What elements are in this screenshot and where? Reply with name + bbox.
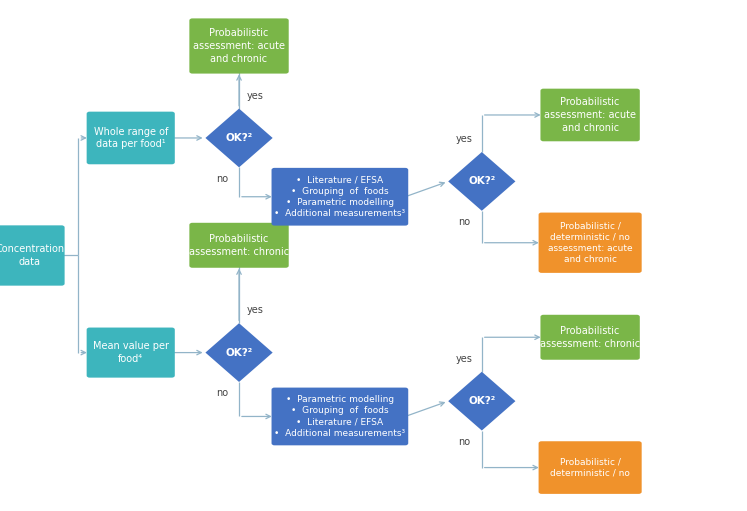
Text: Probabilistic
assessment: chronic: Probabilistic assessment: chronic: [189, 234, 289, 257]
Polygon shape: [205, 109, 273, 168]
FancyBboxPatch shape: [87, 111, 175, 165]
Text: OK?²: OK?²: [468, 176, 495, 187]
Text: OK?²: OK?²: [468, 396, 495, 406]
Text: OK?²: OK?²: [226, 133, 252, 143]
Text: •  Parametric modelling
•  Grouping  of  foods
•  Literature / EFSA
•  Additiona: • Parametric modelling • Grouping of foo…: [274, 395, 406, 438]
Text: no: no: [458, 217, 470, 227]
Polygon shape: [205, 323, 273, 382]
Text: Mean value per
food⁴: Mean value per food⁴: [93, 341, 169, 364]
FancyBboxPatch shape: [272, 168, 408, 226]
FancyBboxPatch shape: [541, 315, 639, 360]
Text: Probabilistic /
deterministic / no
assessment: acute
and chronic: Probabilistic / deterministic / no asses…: [548, 221, 633, 264]
Text: Probabilistic
assessment: chronic: Probabilistic assessment: chronic: [540, 326, 640, 349]
Polygon shape: [448, 152, 515, 211]
Text: no: no: [217, 174, 229, 183]
FancyBboxPatch shape: [190, 18, 288, 74]
FancyBboxPatch shape: [190, 223, 288, 268]
Text: yes: yes: [247, 306, 264, 315]
FancyBboxPatch shape: [541, 89, 639, 141]
FancyBboxPatch shape: [539, 441, 642, 494]
Text: Concentration
data: Concentration data: [0, 244, 64, 267]
Polygon shape: [448, 372, 515, 430]
Text: Probabilistic
assessment: acute
and chronic: Probabilistic assessment: acute and chro…: [193, 28, 285, 64]
Text: •  Literature / EFSA
•  Grouping  of  foods
•  Parametric modelling
•  Additiona: • Literature / EFSA • Grouping of foods …: [274, 175, 406, 218]
FancyBboxPatch shape: [87, 328, 175, 378]
Text: yes: yes: [456, 134, 472, 144]
FancyBboxPatch shape: [272, 387, 408, 445]
Text: no: no: [217, 388, 229, 398]
Text: Probabilistic
assessment: acute
and chronic: Probabilistic assessment: acute and chro…: [544, 97, 636, 133]
FancyBboxPatch shape: [539, 213, 642, 273]
FancyBboxPatch shape: [0, 225, 64, 286]
Text: no: no: [458, 437, 470, 447]
Text: yes: yes: [456, 354, 472, 364]
Text: Probabilistic /
deterministic / no: Probabilistic / deterministic / no: [551, 457, 630, 478]
Text: yes: yes: [247, 91, 264, 101]
Text: Whole range of
data per food¹: Whole range of data per food¹: [93, 127, 168, 149]
Text: OK?²: OK?²: [226, 347, 252, 358]
